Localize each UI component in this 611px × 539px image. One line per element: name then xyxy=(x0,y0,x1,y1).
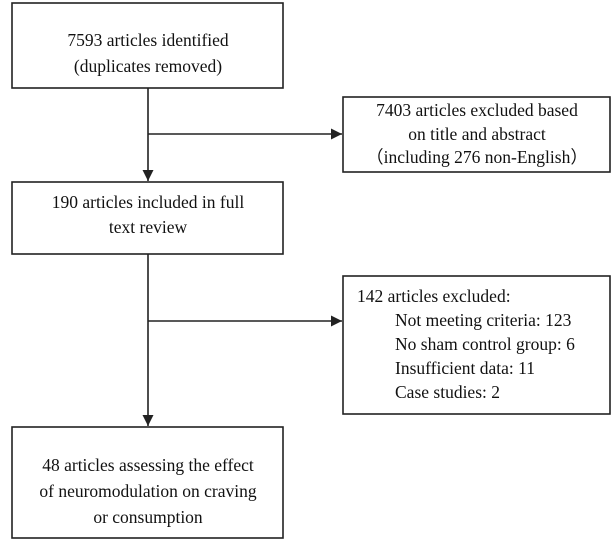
node-text: (duplicates removed) xyxy=(74,56,222,76)
node-box xyxy=(11,426,284,539)
node-text: Case studies: 2 xyxy=(395,382,500,402)
node-text: Not meeting criteria: 123 xyxy=(395,310,572,330)
node-box xyxy=(11,2,284,89)
node-box xyxy=(11,181,284,255)
node-text: 48 articles assessing the effect xyxy=(42,455,254,475)
node-text: No sham control group: 6 xyxy=(395,334,575,354)
node-text: of neuromodulation on craving xyxy=(39,481,256,501)
node-text: 7593 articles identified xyxy=(67,30,229,50)
node-box xyxy=(342,96,611,173)
node-text: 190 articles included in full xyxy=(52,192,245,212)
node-box xyxy=(342,275,611,415)
node-text: Insufficient data: 11 xyxy=(395,358,535,378)
node-text: or consumption xyxy=(93,507,203,527)
node-text: 7403 articles excluded based xyxy=(376,100,578,120)
node-text: 142 articles excluded: xyxy=(357,286,511,306)
node-text: （including 276 non-English） xyxy=(366,147,588,167)
node-text: on title and abstract xyxy=(408,124,546,144)
node-text: text review xyxy=(109,217,188,237)
